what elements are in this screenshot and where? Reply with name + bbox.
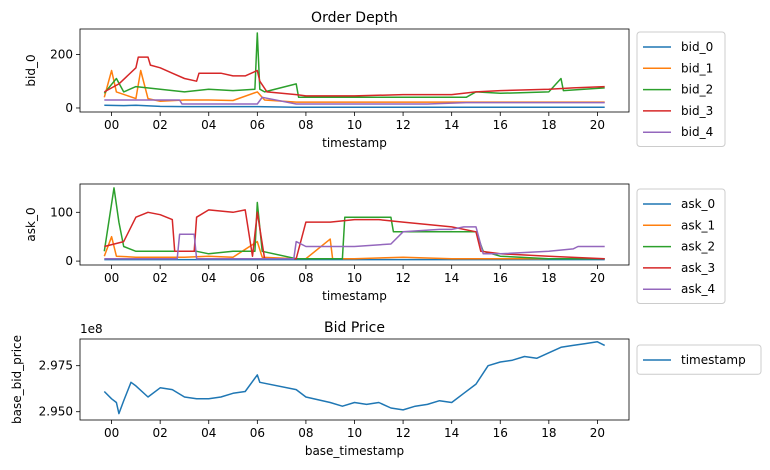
legend-label-bid_1: bid_1	[681, 61, 713, 75]
y-tick-label: 2.950	[39, 405, 73, 419]
x-tick-label: 20	[590, 118, 605, 132]
x-tick-label: 08	[298, 271, 313, 285]
series-group	[103, 32, 605, 108]
x-tick-label: 12	[395, 118, 410, 132]
chart-panel-3: 00 02 04 06 08 10 12 14 16 18 20 2.950 2.975 base_tim…	[10, 320, 762, 458]
chart-title: Order Depth	[311, 10, 398, 26]
x-tick-label: 10	[347, 118, 362, 132]
x-tick-label: 16	[493, 118, 508, 132]
legend-box	[636, 188, 726, 304]
x-tick-label: 04	[201, 271, 216, 285]
y-offset-label: 1e8	[80, 322, 103, 336]
legend-label-ask_0: ask_0	[681, 197, 715, 211]
series-line-bid_3	[103, 56, 605, 97]
legend-label-timestamp: timestamp	[681, 353, 746, 367]
y-tick-label: 200	[50, 47, 73, 61]
x-tick-label: 16	[493, 426, 508, 440]
legend: timestamp	[636, 344, 762, 375]
series-line-bid_2	[103, 32, 605, 99]
series-line-ask_3	[104, 209, 605, 260]
legend-label-ask_1: ask_1	[681, 218, 715, 232]
x-tick-label: 00	[104, 118, 119, 132]
x-tick-label: 02	[153, 118, 168, 132]
x-tick-label: 14	[444, 271, 459, 285]
x-axis-title: timestamp	[322, 289, 387, 303]
x-tick-label: 10	[347, 426, 362, 440]
x-tick-label: 06	[250, 118, 265, 132]
x-tick-label: 10	[347, 271, 362, 285]
x-tick-label: 06	[250, 271, 265, 285]
legend-box	[636, 344, 762, 375]
series-line-bid_4	[104, 96, 605, 105]
series-line-ask_2	[103, 187, 605, 260]
x-tick-label: 18	[541, 426, 556, 440]
legend-label-bid_3: bid_3	[681, 104, 713, 118]
x-tick-label: 04	[201, 118, 216, 132]
x-tick-label: 20	[590, 271, 605, 285]
plot-frame	[79, 338, 630, 421]
chart-panel-2: 00 02 04 06 08 10 12 14 16 18 20 0 100 timestamp ask_0…	[24, 183, 726, 304]
x-tick-label: 12	[395, 426, 410, 440]
x-tick-label: 20	[590, 426, 605, 440]
x-tick-label: 08	[298, 118, 313, 132]
legend-label-bid_2: bid_2	[681, 83, 713, 97]
series-line-timestamp	[103, 341, 606, 415]
legend-label-bid_4: bid_4	[681, 125, 713, 139]
legend-label-ask_2: ask_2	[681, 240, 715, 254]
y-axis-title: bid_0	[24, 54, 38, 86]
legend-box	[636, 31, 726, 147]
x-tick-label: 18	[541, 118, 556, 132]
x-axis-title: base_timestamp	[305, 444, 404, 458]
x-tick-label: 06	[250, 426, 265, 440]
x-tick-label: 16	[493, 271, 508, 285]
x-tick-label: 14	[444, 118, 459, 132]
x-tick-label: 00	[104, 426, 119, 440]
series-group	[103, 187, 605, 261]
x-tick-label: 12	[395, 271, 410, 285]
x-tick-label: 04	[201, 426, 216, 440]
plot-frame	[79, 183, 630, 266]
y-tick-label: 100	[50, 205, 73, 219]
legend-label-ask_4: ask_4	[681, 282, 715, 296]
y-tick-label: 2.975	[39, 359, 73, 373]
x-tick-label: 02	[153, 271, 168, 285]
y-axis-title: ask_0	[24, 207, 38, 241]
y-axis-title: base_bid_price	[10, 335, 24, 424]
legend-label-bid_0: bid_0	[681, 40, 713, 54]
chart-title: Bid Price	[324, 320, 385, 336]
x-axis-title: timestamp	[322, 136, 387, 150]
series-line-ask_4	[104, 226, 605, 260]
x-tick-label: 14	[444, 426, 459, 440]
y-tick-label: 0	[65, 254, 73, 268]
x-tick-label: 18	[541, 271, 556, 285]
y-tick-label: 0	[65, 101, 73, 115]
chart-panel-1: 00 02 04 06 08 10 12 14 16 18 200200timestampbid_0…	[24, 10, 726, 150]
legend-label-ask_3: ask_3	[681, 261, 715, 275]
legend: bid_0 bid_1 bid_2 bid_3 bid_4	[636, 31, 726, 147]
legend: ask_0 ask_1 ask_2 ask_3 ask_4	[636, 188, 726, 304]
x-tick-label: 00	[104, 271, 119, 285]
series-group	[103, 341, 606, 415]
x-tick-label: 02	[153, 426, 168, 440]
x-tick-label: 08	[298, 426, 313, 440]
series-line-bid_0	[104, 104, 605, 108]
